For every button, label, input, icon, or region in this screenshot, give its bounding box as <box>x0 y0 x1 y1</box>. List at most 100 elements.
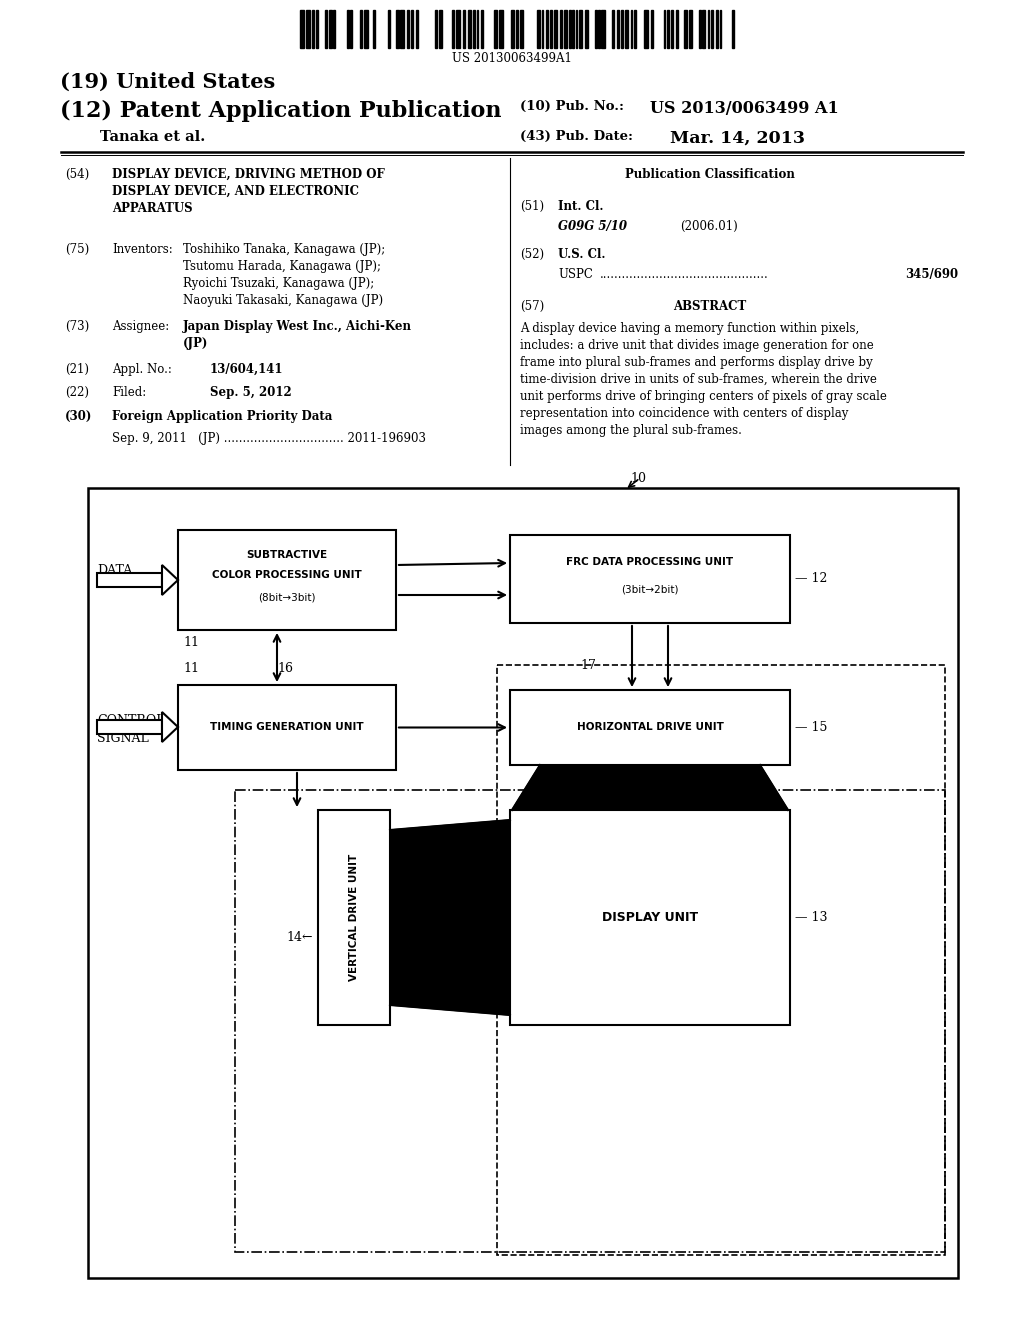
Bar <box>569 11 570 48</box>
Text: TIMING GENERATION UNIT: TIMING GENERATION UNIT <box>210 722 364 733</box>
Text: VERTICAL DRIVE UNIT: VERTICAL DRIVE UNIT <box>349 854 359 981</box>
Text: (10) Pub. No.:: (10) Pub. No.: <box>520 100 624 114</box>
Bar <box>651 11 652 48</box>
Bar <box>318 810 390 1026</box>
Bar <box>178 531 396 630</box>
Text: (75): (75) <box>65 243 89 256</box>
Bar <box>711 11 713 48</box>
Bar <box>364 11 368 48</box>
Text: US 20130063499A1: US 20130063499A1 <box>452 51 572 65</box>
Bar <box>579 11 582 48</box>
Polygon shape <box>390 820 510 1015</box>
Text: — 13: — 13 <box>795 911 827 924</box>
Text: Foreign Application Priority Data: Foreign Application Priority Data <box>112 411 333 422</box>
Text: FRC DATA PROCESSING UNIT: FRC DATA PROCESSING UNIT <box>566 557 733 568</box>
Bar <box>452 11 454 48</box>
Bar <box>476 11 478 48</box>
Text: (3bit→2bit): (3bit→2bit) <box>622 585 679 595</box>
Text: (52): (52) <box>520 248 544 261</box>
Bar <box>671 11 673 48</box>
Bar <box>360 11 361 48</box>
Bar <box>234 789 945 1251</box>
Bar <box>473 11 475 48</box>
Bar <box>300 11 304 48</box>
Text: (57): (57) <box>520 300 544 313</box>
Bar <box>664 11 665 48</box>
Bar <box>387 11 389 48</box>
Bar <box>520 11 523 48</box>
Text: (21): (21) <box>65 363 89 376</box>
Text: Publication Classification: Publication Classification <box>625 168 795 181</box>
Bar <box>494 11 497 48</box>
Text: HORIZONTAL DRIVE UNIT: HORIZONTAL DRIVE UNIT <box>577 722 723 733</box>
Bar <box>311 11 313 48</box>
Bar <box>689 11 692 48</box>
Bar <box>329 11 332 48</box>
Bar <box>350 11 352 48</box>
Bar <box>468 11 470 48</box>
Bar <box>676 11 678 48</box>
Bar <box>702 11 705 48</box>
Text: DISPLAY UNIT: DISPLAY UNIT <box>602 911 698 924</box>
Text: USPC: USPC <box>558 268 593 281</box>
Text: 17: 17 <box>580 659 596 672</box>
Bar <box>698 11 700 48</box>
Bar <box>373 11 375 48</box>
Text: G09G 5/10: G09G 5/10 <box>558 220 627 234</box>
Text: (54): (54) <box>65 168 89 181</box>
Bar <box>396 11 398 48</box>
Text: — 15: — 15 <box>795 721 827 734</box>
Bar <box>731 11 734 48</box>
Text: U.S. Cl.: U.S. Cl. <box>558 248 605 261</box>
Text: ABSTRACT: ABSTRACT <box>674 300 746 313</box>
Text: SIGNAL: SIGNAL <box>97 731 148 744</box>
Bar <box>585 11 588 48</box>
Bar <box>411 11 413 48</box>
Bar <box>178 685 396 770</box>
Bar <box>510 690 790 766</box>
Bar <box>511 11 513 48</box>
Bar <box>598 11 599 48</box>
Text: Japan Display West Inc., Aichi-Ken
(JP): Japan Display West Inc., Aichi-Ken (JP) <box>183 319 412 350</box>
Text: DATA: DATA <box>97 564 132 577</box>
Bar <box>315 11 318 48</box>
Bar <box>499 11 503 48</box>
Text: 16: 16 <box>278 663 293 675</box>
Polygon shape <box>512 766 788 810</box>
Text: (43) Pub. Date:: (43) Pub. Date: <box>520 129 633 143</box>
Bar <box>575 11 577 48</box>
Text: 345/690: 345/690 <box>905 268 958 281</box>
Text: — 12: — 12 <box>795 573 827 586</box>
Bar <box>550 11 552 48</box>
Bar <box>616 11 618 48</box>
Text: A display device having a memory function within pixels,
includes: a drive unit : A display device having a memory functio… <box>520 322 887 437</box>
Bar <box>559 11 562 48</box>
Bar <box>542 11 543 48</box>
Bar <box>716 11 718 48</box>
Text: .............................................: ........................................… <box>600 268 769 281</box>
Bar <box>88 488 958 1278</box>
Bar <box>416 11 418 48</box>
Bar <box>684 11 687 48</box>
Bar <box>305 11 309 48</box>
Bar <box>456 11 460 48</box>
Bar <box>612 11 613 48</box>
Text: COLOR PROCESSING UNIT: COLOR PROCESSING UNIT <box>212 570 361 579</box>
Polygon shape <box>162 711 178 742</box>
Bar <box>631 11 632 48</box>
Text: (73): (73) <box>65 319 89 333</box>
Bar <box>325 11 327 48</box>
Text: Sep. 5, 2012: Sep. 5, 2012 <box>210 385 292 399</box>
Bar <box>434 11 436 48</box>
Bar <box>720 11 721 48</box>
Bar <box>554 11 556 48</box>
Text: (2006.01): (2006.01) <box>680 220 737 234</box>
Text: Inventors:: Inventors: <box>112 243 173 256</box>
Bar <box>601 11 605 48</box>
Bar <box>463 11 465 48</box>
Bar <box>564 11 566 48</box>
Text: (12) Patent Application Publication: (12) Patent Application Publication <box>60 100 502 121</box>
Text: Assignee:: Assignee: <box>112 319 169 333</box>
Text: Tanaka et al.: Tanaka et al. <box>100 129 205 144</box>
Text: CONTROL: CONTROL <box>97 714 165 726</box>
